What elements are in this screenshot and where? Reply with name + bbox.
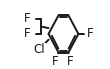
Text: F: F xyxy=(67,55,74,68)
Text: F: F xyxy=(52,55,58,68)
Text: F: F xyxy=(24,12,30,25)
Text: Cl: Cl xyxy=(34,43,45,56)
Text: F: F xyxy=(24,27,30,40)
Text: F: F xyxy=(87,27,94,40)
